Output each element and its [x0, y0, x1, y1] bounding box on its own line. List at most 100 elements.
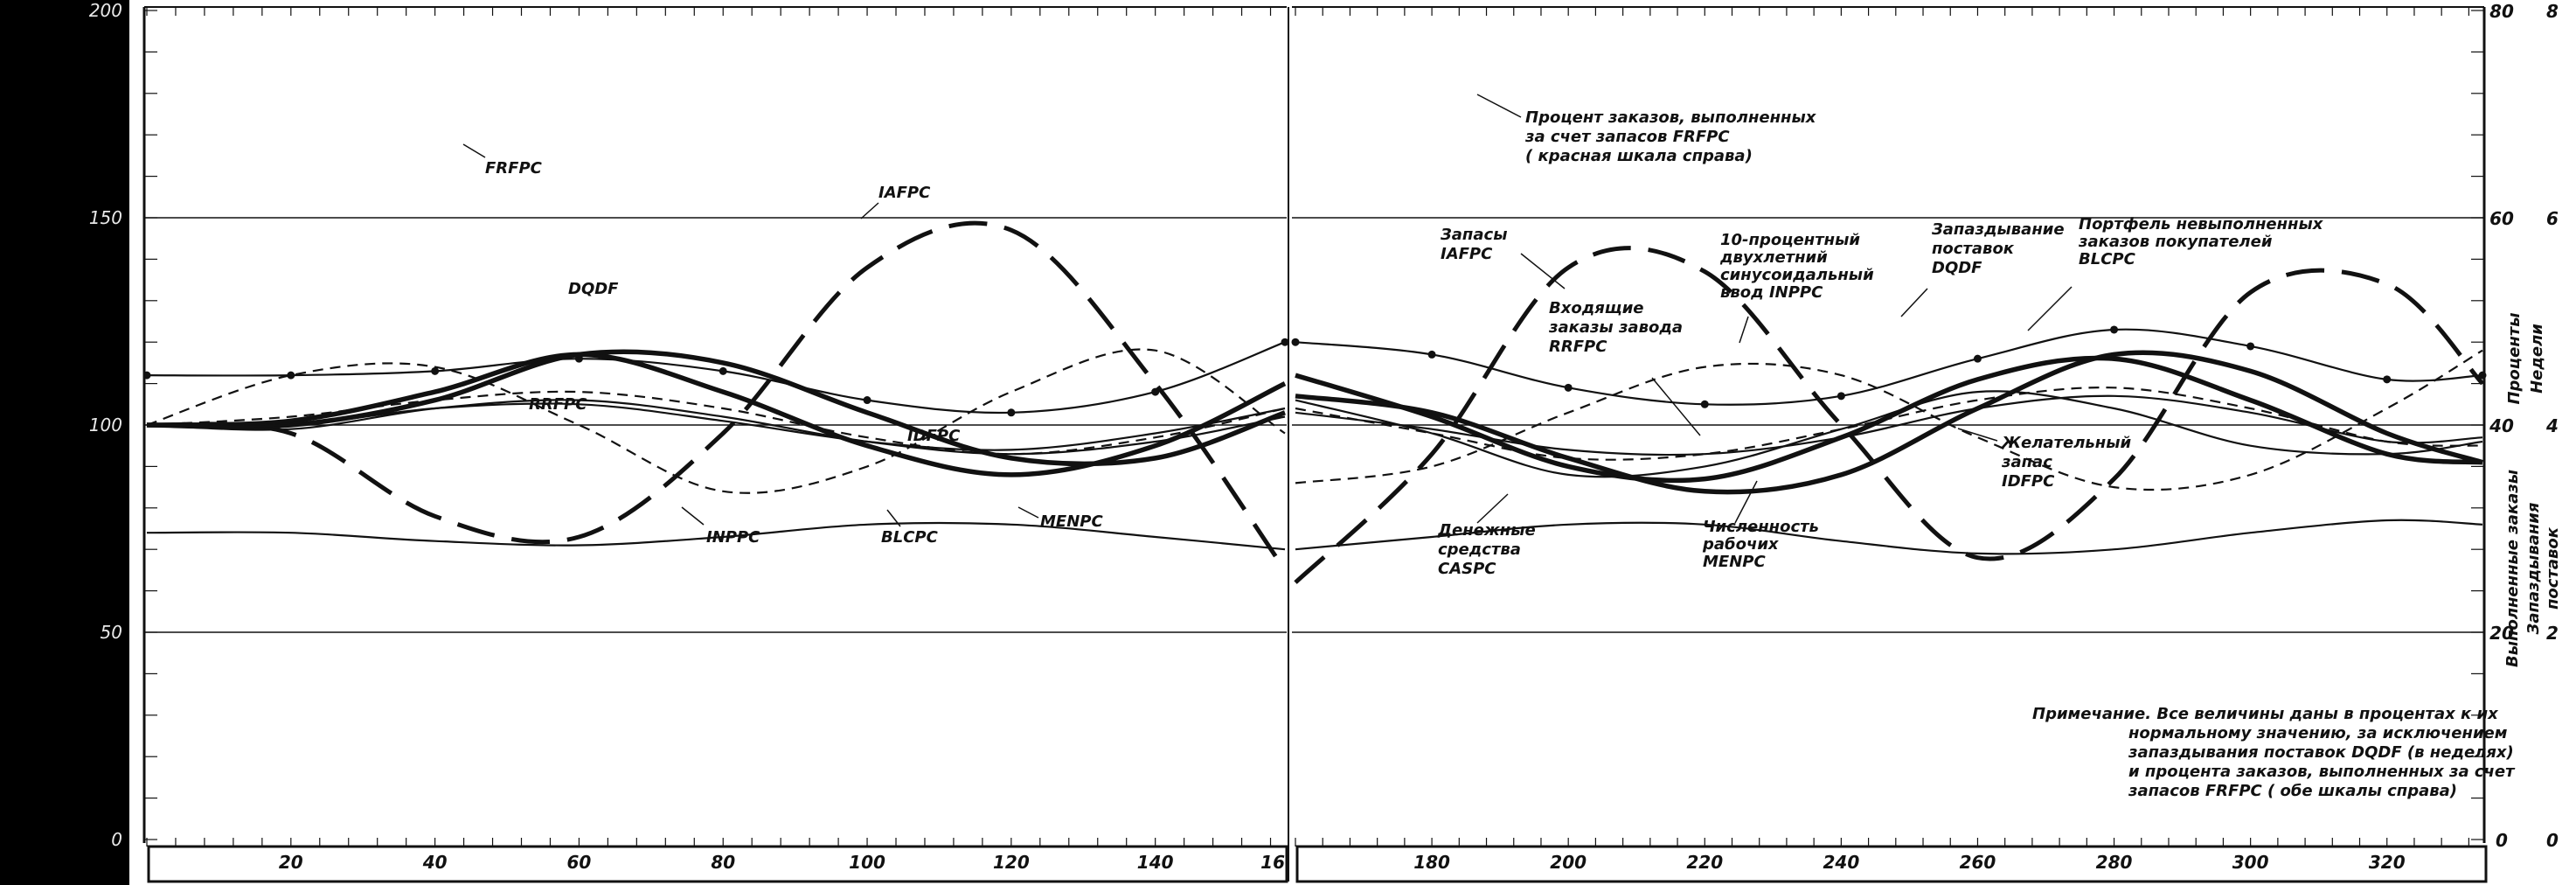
label-rrfpc: RRFPC — [529, 395, 587, 414]
x-tick-label: 100 — [849, 852, 885, 873]
annotation-dqdf-line: DQDF — [1932, 259, 1982, 277]
axis-title-weeks: Недели — [2528, 324, 2546, 394]
annotation-group: FRFPC IAFPC DQDF RRFPC IDFPC INPPC BLCPC MENPC П… — [462, 94, 2562, 800]
annotation-blcpc-line: Портфель невыполненных — [2079, 215, 2324, 233]
series-point-dqdf — [142, 371, 151, 380]
series-line-dqdf-right — [1295, 328, 2483, 406]
annotation-menpc-line: рабочих — [1702, 535, 1780, 554]
annotation-rrfpc-line: Входящие — [1549, 299, 1644, 317]
annotation-dqdf-line: Запаздывание — [1931, 220, 2065, 239]
series-line-idfpc-left — [146, 390, 1286, 456]
y-tick-label-percent: 80 — [2489, 1, 2514, 22]
x-axis-box-left — [147, 845, 1288, 883]
x-tick-label: 260 — [1960, 852, 1996, 873]
leader-menpc — [1017, 506, 1039, 519]
x-tick-label: 320 — [2369, 852, 2406, 873]
series-point-dqdf — [2110, 325, 2119, 334]
leader-blcpc-note — [2027, 286, 2073, 331]
y-tick-label-weeks: 0 — [2546, 830, 2559, 851]
series-point-dqdf — [1427, 350, 1436, 359]
left-scan-edge — [0, 0, 129, 885]
annotation-caspc-line: CASPC — [1438, 560, 1496, 578]
leader-rrfpc-note — [1651, 377, 1701, 436]
y-tick-label-left: 0 — [111, 829, 122, 850]
x-tick-label: 16 — [1260, 852, 1285, 873]
series-point-dqdf — [1291, 338, 1300, 346]
y-tick-label-percent: 40 — [2489, 415, 2514, 436]
leader-frfpc — [462, 143, 486, 158]
annotation-rrfpc-line: RRFPC — [1549, 338, 1607, 356]
leader-iafpc-note — [1520, 253, 1566, 289]
annotation-inppc-line: синусоидальный — [1720, 266, 1874, 284]
series-point-dqdf — [1151, 387, 1160, 396]
y-tick-label-percent: 20 — [2489, 623, 2514, 644]
leader-inppc-note — [1739, 316, 1749, 344]
series-line-frfpc-right — [1295, 519, 2483, 555]
annotation-idfpc-line: Желательный — [2000, 434, 2131, 452]
annotation-blcpc-line: заказов покупателей — [2078, 233, 2273, 251]
leader-frfpc-note — [1476, 94, 1522, 118]
annotation-iafpc-line: Запасы — [1440, 226, 1507, 244]
annotation-inppc-line: двухлетний — [1719, 248, 1828, 267]
series-point-dqdf — [1007, 408, 1016, 417]
label-blcpc: BLCPC — [881, 528, 939, 547]
axis-title-deliveries: поставок — [2544, 526, 2562, 610]
footnote-line: и процента заказов, выполненных за счет — [2128, 763, 2516, 781]
x-tick-label: 20 — [279, 852, 303, 873]
y-tick-label-left: 100 — [89, 415, 122, 436]
label-menpc: MENPC — [1040, 512, 1103, 531]
y-tick-label-left: 150 — [89, 207, 122, 228]
series-point-dqdf — [1837, 392, 1845, 401]
y-tick-label-left: 50 — [101, 622, 122, 643]
x-tick-label: 40 — [422, 852, 448, 873]
series-line-caspc-left — [146, 402, 1286, 451]
annotation-inppc-line: ввод INPPC — [1720, 283, 1823, 302]
y-tick-label-percent: 0 — [2496, 830, 2508, 851]
x-tick-label: 180 — [1413, 852, 1450, 873]
x-tick-label: 300 — [2232, 852, 2269, 873]
y-tick-label-weeks: 4 — [2545, 415, 2559, 436]
annotation-blcpc-line: BLCPC — [2079, 250, 2136, 268]
y-tick-label-left: 200 — [89, 0, 122, 21]
series-line-blcpc-right — [1295, 355, 2483, 484]
series-line-rrfpc-left — [146, 399, 1286, 456]
label-dqdf: DQDF — [568, 280, 619, 298]
leader-blcpc — [886, 509, 901, 527]
series-line-caspc-right — [1295, 390, 2483, 478]
annotation-iafpc-line: IAFPC — [1441, 245, 1493, 263]
leader-idfpc-note — [1957, 428, 1998, 442]
axis-ticks: 20 40 60 80 100 120 140 16 180 200 220 240 260 280 300… — [89, 0, 2559, 873]
x-tick-label: 80 — [711, 852, 735, 873]
annotation-menpc-line: MENPC — [1703, 553, 1766, 571]
x-tick-label: 280 — [2096, 852, 2133, 873]
annotation-caspc-line: средства — [1438, 540, 1521, 559]
series-line-inppc-right — [1295, 349, 2483, 491]
annotation-idfpc-line: запас — [2001, 453, 2052, 471]
series-point-dqdf — [2246, 342, 2255, 351]
x-tick-label: 220 — [1686, 852, 1723, 873]
series-point-dqdf — [863, 396, 871, 405]
leader-iafpc — [860, 202, 879, 220]
x-axis-box-right — [1295, 845, 2488, 883]
series-point-dqdf — [1281, 338, 1289, 346]
axis-title-delays: Запаздывания — [2524, 502, 2543, 635]
footnote-line: запаздывания поставок DQDF (в неделях) — [2128, 743, 2514, 762]
leader-dqdf-note — [1900, 288, 1928, 317]
annotation-inppc-line: 10-процентный — [1720, 231, 1860, 249]
label-frfpc: FRFPC — [485, 159, 543, 178]
annotation-caspc-line: Денежные — [1437, 521, 1536, 540]
series-line-iafpc-right — [1294, 246, 2484, 584]
series-line-frfpc-left — [146, 521, 1286, 551]
y-tick-label-weeks: 8 — [2546, 1, 2559, 22]
annotation-frfpc-line: Процент заказов, выполненных — [1525, 108, 1817, 127]
series-group — [142, 220, 2487, 584]
label-inppc: INPPC — [706, 528, 760, 547]
series-point-dqdf — [431, 366, 440, 375]
series-point-dqdf — [2383, 375, 2392, 384]
x-tick-label: 200 — [1550, 852, 1587, 873]
y-tick-label-weeks: 6 — [2546, 208, 2559, 229]
x-tick-label: 120 — [993, 852, 1030, 873]
x-tick-label: 240 — [1823, 852, 1859, 873]
leader-caspc-note — [1476, 493, 1509, 524]
